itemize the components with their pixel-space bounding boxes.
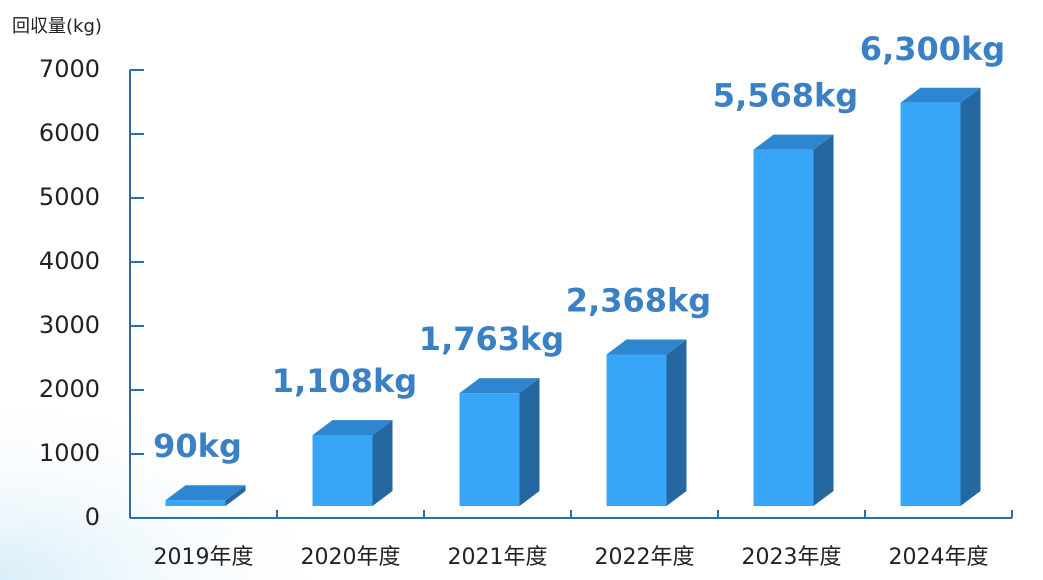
value-label: 1,763kg xyxy=(419,320,564,358)
bar-top xyxy=(900,87,981,103)
x-tick-label: 2021年度 xyxy=(448,545,548,570)
x-tick-label: 2024年度 xyxy=(889,545,989,570)
x-tick-label: 2022年度 xyxy=(595,545,695,570)
y-axis-label: 回収量(kg) xyxy=(12,16,102,37)
y-tick-label: 1000 xyxy=(39,439,100,467)
bar xyxy=(900,87,981,507)
bar-top xyxy=(753,134,834,150)
bar xyxy=(606,339,687,506)
y-tick-label: 0 xyxy=(85,503,100,531)
y-tick-label: 7000 xyxy=(39,55,100,83)
value-label: 1,108kg xyxy=(272,362,417,400)
bar-front xyxy=(900,102,961,507)
bar-top xyxy=(606,339,687,355)
value-label: 5,568kg xyxy=(713,77,858,115)
bar-front xyxy=(165,500,226,506)
bar-top xyxy=(459,378,540,394)
y-tick-label: 6000 xyxy=(39,119,100,147)
x-tick-label: 2023年度 xyxy=(742,545,842,570)
bar xyxy=(165,485,246,506)
y-tick-label: 2000 xyxy=(39,375,100,403)
bar-front xyxy=(459,393,520,506)
y-tick-label: 3000 xyxy=(39,311,100,339)
bar xyxy=(753,134,834,506)
value-label: 2,368kg xyxy=(566,281,711,319)
x-tick-label: 2020年度 xyxy=(301,545,401,570)
y-tick-label: 4000 xyxy=(39,247,100,275)
bar xyxy=(459,378,540,506)
bar-front xyxy=(753,149,814,506)
bar-side xyxy=(225,485,246,506)
x-tick-label: 2019年度 xyxy=(154,545,254,570)
bar-side xyxy=(372,420,393,506)
bar-front xyxy=(606,354,667,506)
bar xyxy=(312,420,393,506)
bar-side xyxy=(666,339,687,506)
bar-top xyxy=(165,485,246,501)
bar-side xyxy=(813,134,834,506)
bar-side xyxy=(960,87,981,507)
value-label: 90kg xyxy=(153,427,242,465)
bar-top xyxy=(312,420,393,436)
y-tick-label: 5000 xyxy=(39,183,100,211)
bar-front xyxy=(312,435,373,506)
value-label: 6,300kg xyxy=(860,30,1005,68)
bar-side xyxy=(519,378,540,506)
